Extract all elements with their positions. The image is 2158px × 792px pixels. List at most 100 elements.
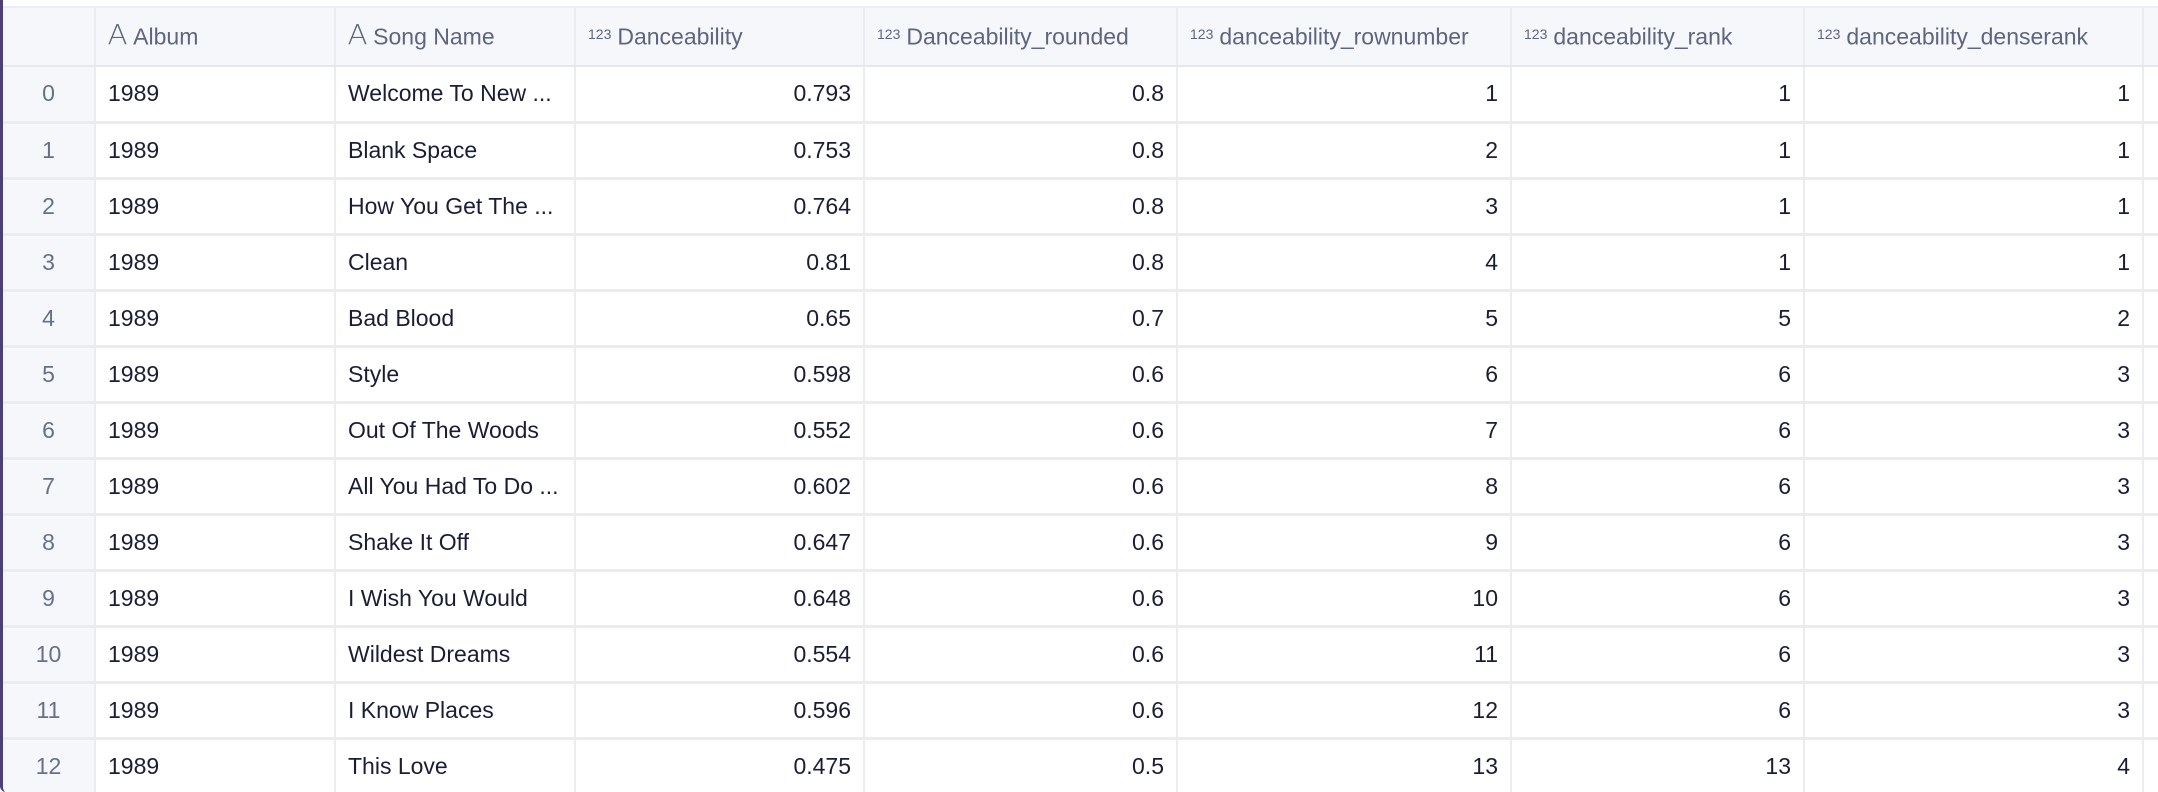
cell-danceability-rownumber[interactable]: 2 xyxy=(1177,122,1512,180)
column-header-song-name[interactable]: A Song Name xyxy=(335,8,576,67)
cell-partial[interactable] xyxy=(2143,570,2158,628)
cell-album[interactable]: 1989 xyxy=(95,346,336,404)
cell-danceability[interactable]: 0.647 xyxy=(575,514,865,572)
cell-danceability-denserank[interactable]: 3 xyxy=(1804,458,2144,516)
cell-album[interactable]: 1989 xyxy=(95,178,336,236)
cell-danceability-rounded[interactable]: 0.8 xyxy=(864,178,1178,236)
cell-song-name[interactable]: Style xyxy=(335,346,576,404)
cell-danceability[interactable]: 0.764 xyxy=(575,178,865,236)
column-header-album[interactable]: A Album xyxy=(95,8,336,67)
table-row[interactable]: 1 1989 Blank Space 0.753 0.8 2 1 1 xyxy=(3,122,2158,180)
cell-danceability-rounded[interactable]: 0.6 xyxy=(864,346,1178,404)
cell-danceability-rownumber[interactable]: 8 xyxy=(1177,458,1512,516)
cell-danceability[interactable]: 0.598 xyxy=(575,346,865,404)
cell-danceability-denserank[interactable]: 1 xyxy=(1804,122,2144,180)
cell-album[interactable]: 1989 xyxy=(95,66,336,124)
cell-danceability-rounded[interactable]: 0.6 xyxy=(864,570,1178,628)
cell-danceability[interactable]: 0.596 xyxy=(575,682,865,740)
cell-danceability-denserank[interactable]: 3 xyxy=(1804,626,2144,684)
cell-danceability-rownumber[interactable]: 3 xyxy=(1177,178,1512,236)
cell-partial[interactable] xyxy=(2143,66,2158,124)
cell-song-name[interactable]: Blank Space xyxy=(335,122,576,180)
cell-partial[interactable] xyxy=(2143,458,2158,516)
cell-partial[interactable] xyxy=(2143,682,2158,740)
table-row[interactable]: 9 1989 I Wish You Would 0.648 0.6 10 6 3 xyxy=(3,570,2158,628)
cell-danceability-rownumber[interactable]: 7 xyxy=(1177,402,1512,460)
cell-partial[interactable] xyxy=(2143,346,2158,404)
table-row[interactable]: 4 1989 Bad Blood 0.65 0.7 5 5 2 xyxy=(3,290,2158,348)
cell-danceability-rownumber[interactable]: 12 xyxy=(1177,682,1512,740)
table-row[interactable]: 0 1989 Welcome To New ... 0.793 0.8 1 1 1 xyxy=(3,66,2158,124)
cell-partial[interactable] xyxy=(2143,514,2158,572)
cell-danceability[interactable]: 0.554 xyxy=(575,626,865,684)
table-row[interactable]: 5 1989 Style 0.598 0.6 6 6 3 xyxy=(3,346,2158,404)
cell-danceability-rounded[interactable]: 0.7 xyxy=(864,290,1178,348)
cell-danceability-rank[interactable]: 6 xyxy=(1511,346,1805,404)
cell-danceability[interactable]: 0.648 xyxy=(575,570,865,628)
cell-song-name[interactable]: Wildest Dreams xyxy=(335,626,576,684)
cell-song-name[interactable]: All You Had To Do ... xyxy=(335,458,576,516)
cell-danceability-denserank[interactable]: 3 xyxy=(1804,682,2144,740)
cell-song-name[interactable]: I Know Places xyxy=(335,682,576,740)
cell-danceability-rank[interactable]: 1 xyxy=(1511,178,1805,236)
table-row[interactable]: 12 1989 This Love 0.475 0.5 13 13 4 xyxy=(3,738,2158,792)
cell-danceability-rank[interactable]: 13 xyxy=(1511,738,1805,792)
cell-danceability-rounded[interactable]: 0.6 xyxy=(864,458,1178,516)
cell-danceability-rownumber[interactable]: 6 xyxy=(1177,346,1512,404)
cell-danceability[interactable]: 0.552 xyxy=(575,402,865,460)
cell-danceability-rownumber[interactable]: 9 xyxy=(1177,514,1512,572)
cell-danceability-denserank[interactable]: 2 xyxy=(1804,290,2144,348)
cell-song-name[interactable]: Clean xyxy=(335,234,576,292)
cell-album[interactable]: 1989 xyxy=(95,458,336,516)
cell-danceability-denserank[interactable]: 3 xyxy=(1804,570,2144,628)
cell-danceability-rounded[interactable]: 0.6 xyxy=(864,514,1178,572)
cell-danceability[interactable]: 0.753 xyxy=(575,122,865,180)
cell-danceability-rank[interactable]: 1 xyxy=(1511,122,1805,180)
cell-song-name[interactable]: Shake It Off xyxy=(335,514,576,572)
cell-danceability-rownumber[interactable]: 4 xyxy=(1177,234,1512,292)
cell-album[interactable]: 1989 xyxy=(95,626,336,684)
cell-danceability-denserank[interactable]: 4 xyxy=(1804,738,2144,792)
table-row[interactable]: 8 1989 Shake It Off 0.647 0.6 9 6 3 xyxy=(3,514,2158,572)
cell-song-name[interactable]: I Wish You Would xyxy=(335,570,576,628)
cell-danceability-rounded[interactable]: 0.8 xyxy=(864,66,1178,124)
column-header-partial[interactable] xyxy=(2143,8,2158,67)
cell-danceability-denserank[interactable]: 1 xyxy=(1804,178,2144,236)
table-row[interactable]: 2 1989 How You Get The ... 0.764 0.8 3 1 1 xyxy=(3,178,2158,236)
cell-album[interactable]: 1989 xyxy=(95,402,336,460)
cell-album[interactable]: 1989 xyxy=(95,514,336,572)
cell-danceability-rounded[interactable]: 0.6 xyxy=(864,402,1178,460)
cell-album[interactable]: 1989 xyxy=(95,234,336,292)
cell-danceability-rounded[interactable]: 0.8 xyxy=(864,122,1178,180)
cell-danceability-rounded[interactable]: 0.8 xyxy=(864,234,1178,292)
cell-danceability-rank[interactable]: 6 xyxy=(1511,626,1805,684)
cell-danceability[interactable]: 0.793 xyxy=(575,66,865,124)
cell-danceability-rounded[interactable]: 0.6 xyxy=(864,626,1178,684)
cell-song-name[interactable]: This Love xyxy=(335,738,576,792)
column-header-danceability-rank[interactable]: 123 danceability_rank xyxy=(1511,8,1805,67)
cell-partial[interactable] xyxy=(2143,626,2158,684)
cell-partial[interactable] xyxy=(2143,122,2158,180)
cell-danceability-rownumber[interactable]: 10 xyxy=(1177,570,1512,628)
cell-danceability-rownumber[interactable]: 11 xyxy=(1177,626,1512,684)
column-header-danceability-denserank[interactable]: 123 danceability_denserank xyxy=(1804,8,2144,67)
cell-danceability-rounded[interactable]: 0.5 xyxy=(864,738,1178,792)
cell-danceability-rownumber[interactable]: 13 xyxy=(1177,738,1512,792)
cell-album[interactable]: 1989 xyxy=(95,570,336,628)
cell-danceability-rank[interactable]: 6 xyxy=(1511,458,1805,516)
table-row[interactable]: 11 1989 I Know Places 0.596 0.6 12 6 3 xyxy=(3,682,2158,740)
table-row[interactable]: 10 1989 Wildest Dreams 0.554 0.6 11 6 3 xyxy=(3,626,2158,684)
cell-partial[interactable] xyxy=(2143,402,2158,460)
cell-danceability[interactable]: 0.475 xyxy=(575,738,865,792)
table-row[interactable]: 3 1989 Clean 0.81 0.8 4 1 1 xyxy=(3,234,2158,292)
cell-danceability-denserank[interactable]: 3 xyxy=(1804,346,2144,404)
cell-danceability-rank[interactable]: 6 xyxy=(1511,682,1805,740)
cell-danceability-rownumber[interactable]: 1 xyxy=(1177,66,1512,124)
cell-song-name[interactable]: Bad Blood xyxy=(335,290,576,348)
table-row[interactable]: 6 1989 Out Of The Woods 0.552 0.6 7 6 3 xyxy=(3,402,2158,460)
column-header-danceability-rownumber[interactable]: 123 danceability_rownumber xyxy=(1177,8,1512,67)
cell-partial[interactable] xyxy=(2143,738,2158,792)
cell-danceability[interactable]: 0.602 xyxy=(575,458,865,516)
cell-danceability-rank[interactable]: 5 xyxy=(1511,290,1805,348)
cell-danceability[interactable]: 0.81 xyxy=(575,234,865,292)
